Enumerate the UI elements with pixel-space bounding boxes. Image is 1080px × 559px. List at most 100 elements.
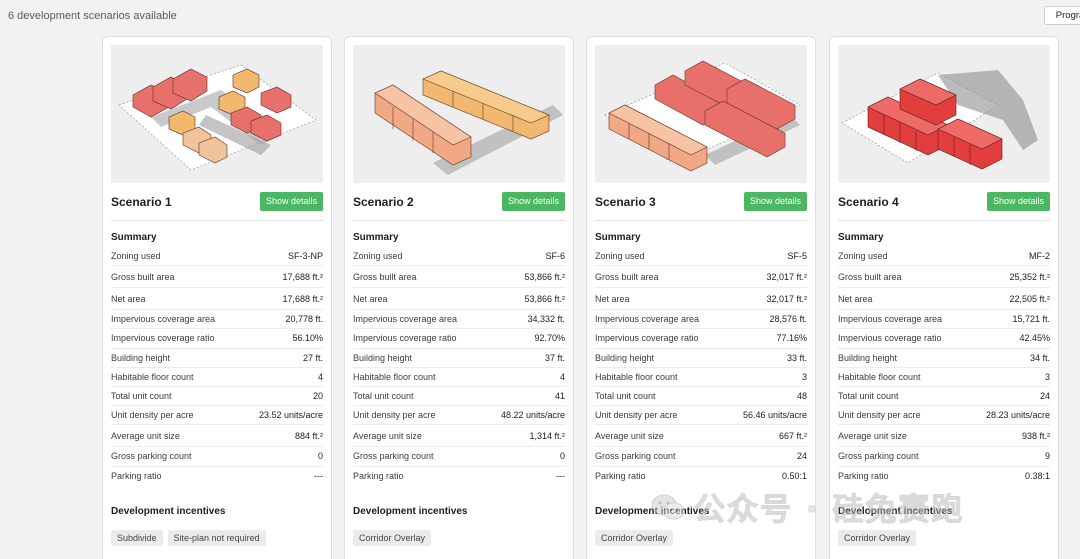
show-details-button[interactable]: Show details [743,192,807,211]
row-label: Unit density per acre [353,410,436,421]
summary-row: Unit density per acre 23.52 units/acre [111,406,323,426]
incentive-tag: Corridor Overlay [595,530,674,546]
summary-row: Average unit size 938 ft.² [838,425,1050,448]
row-value: 667 ft.² [778,430,807,441]
incentive-tag: Corridor Overlay [838,530,917,546]
summary-table: Zoning used MF-2 Gross built area 25,352 f… [838,247,1050,486]
row-label: Impervious coverage area [838,314,943,325]
summary-row: Gross parking count 24 [595,447,807,467]
summary-row: Average unit size 884 ft.² [111,425,323,448]
scenario-card: Scenario 3 Show details Summary Zoning u… [586,36,816,559]
row-value: 3 [801,371,807,382]
incentive-tags: Corridor Overlay [595,530,674,546]
summary-row: Building height 34 ft. [838,349,1050,368]
row-label: Gross parking count [838,451,919,462]
summary-title: Summary [838,232,884,243]
scenario-card: Scenario 2 Show details Summary Zoning u… [344,36,574,559]
row-value: 938 ft.² [1021,430,1050,441]
row-value: SF-6 [545,251,565,262]
row-label: Zoning used [111,251,161,262]
summary-row: Impervious coverage area 28,576 ft. [595,310,807,330]
row-label: Net area [353,293,388,304]
row-value: 25,352 ft.² [1009,271,1050,282]
summary-table: Zoning used SF-3-NP Gross built area 17,68… [111,247,323,486]
summary-row: Average unit size 1,314 ft.² [353,425,565,448]
show-details-button[interactable]: Show details [501,192,565,211]
row-value: 4 [317,371,323,382]
row-value: 53,866 ft.² [524,271,565,282]
row-label: Gross built area [838,271,902,282]
scenario-card: Scenario 4 Show details Summary Zoning u… [829,36,1059,559]
incentive-tags: Corridor Overlay [353,530,432,546]
summary-row: Habitable floor count 4 [353,368,565,387]
row-value: 17,688 ft.² [282,293,323,304]
row-value: 23.52 units/acre [258,410,323,421]
row-label: Gross parking count [595,451,676,462]
show-details-button[interactable]: Show details [259,192,323,211]
show-details-button[interactable]: Show details [986,192,1050,211]
row-label: Gross built area [353,271,417,282]
summary-row: Net area 17,688 ft.² [111,288,323,311]
scenario-2-render-illustration [374,70,563,175]
row-label: Total unit count [838,391,899,402]
row-value: 56.46 units/acre [742,410,807,421]
scenario-title: Scenario 4 [838,195,899,209]
row-label: Parking ratio [838,471,889,482]
row-label: Habitable floor count [838,371,921,382]
scenario-title: Scenario 1 [111,195,172,209]
scenario-render [353,45,565,183]
row-value: 42.45% [1019,333,1050,344]
scenario-render [595,45,807,183]
summary-row: Impervious coverage area 15,721 ft. [838,310,1050,330]
summary-row: Impervious coverage ratio 77.16% [595,329,807,349]
summary-row: Unit density per acre 56.46 units/acre [595,406,807,426]
row-label: Building height [111,352,171,363]
row-label: Building height [838,352,898,363]
summary-table: Zoning used SF-5 Gross built area 32,017 f… [595,247,807,486]
row-value: 1,314 ft.² [529,430,565,441]
row-value: 77.16% [776,333,807,344]
row-label: Impervious coverage ratio [111,333,215,344]
row-label: Total unit count [353,391,414,402]
summary-row: Parking ratio 0.38:1 [838,467,1050,486]
row-value: 92.70% [534,333,565,344]
summary-row: Zoning used SF-5 [595,247,807,267]
row-value: 56.10% [292,333,323,344]
row-value: --- [314,471,323,482]
scenario-card: Scenario 1 Show details Summary Zoning u… [102,36,332,559]
summary-row: Total unit count 41 [353,387,565,407]
summary-row: Impervious coverage area 20,778 ft. [111,310,323,330]
incentive-tag: Subdivide [111,530,163,546]
program-button[interactable]: Program [1044,6,1080,25]
row-label: Habitable floor count [111,371,194,382]
row-value: 9 [1044,451,1050,462]
row-value: 0 [559,451,565,462]
row-value: MF-2 [1029,251,1050,262]
incentives-title: Development incentives [595,506,710,517]
row-value: 28,576 ft. [769,314,807,325]
row-value: 3 [1044,371,1050,382]
row-value: 24 [1039,391,1050,402]
row-label: Gross built area [111,271,175,282]
row-value: 27 ft. [302,352,323,363]
row-value: 37 ft. [544,352,565,363]
row-label: Impervious coverage area [353,314,458,325]
row-value: 33 ft. [786,352,807,363]
summary-title: Summary [595,232,641,243]
incentive-tags: Corridor Overlay [838,530,917,546]
row-label: Building height [595,352,655,363]
summary-row: Building height 37 ft. [353,349,565,368]
row-label: Parking ratio [353,471,404,482]
summary-row: Gross built area 53,866 ft.² [353,266,565,289]
summary-row: Impervious coverage area 34,332 ft. [353,310,565,330]
row-label: Impervious coverage area [111,314,216,325]
divider [595,220,807,221]
summary-row: Zoning used MF-2 [838,247,1050,267]
row-label: Habitable floor count [353,371,436,382]
row-label: Unit density per acre [111,410,194,421]
row-value: 24 [796,451,807,462]
row-value: 0 [317,451,323,462]
row-label: Average unit size [111,430,180,441]
row-label: Zoning used [838,251,888,262]
row-value: SF-3-NP [287,251,323,262]
